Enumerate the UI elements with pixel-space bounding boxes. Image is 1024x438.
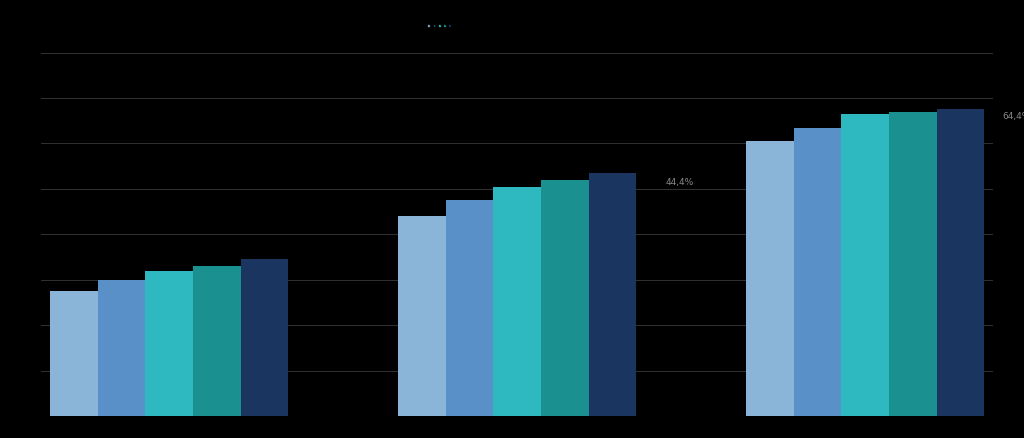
Bar	[241, 259, 288, 416]
Bar	[842, 114, 889, 416]
Bar	[398, 216, 445, 416]
Bar	[746, 141, 794, 416]
Bar	[97, 280, 145, 416]
Bar	[541, 180, 589, 416]
Bar	[50, 291, 97, 416]
Bar	[494, 187, 541, 416]
Text: 64,4%: 64,4%	[1002, 112, 1024, 120]
Bar	[794, 127, 842, 416]
Bar	[445, 200, 494, 416]
Legend: 2011, 2012, 2013, 2014, 2015: 2011, 2012, 2013, 2014, 2015	[428, 24, 454, 26]
Bar	[937, 110, 984, 416]
Text: 44,4%: 44,4%	[666, 177, 693, 187]
Bar	[145, 271, 193, 416]
Bar	[889, 112, 937, 416]
Bar	[193, 266, 241, 416]
Bar	[589, 173, 636, 416]
